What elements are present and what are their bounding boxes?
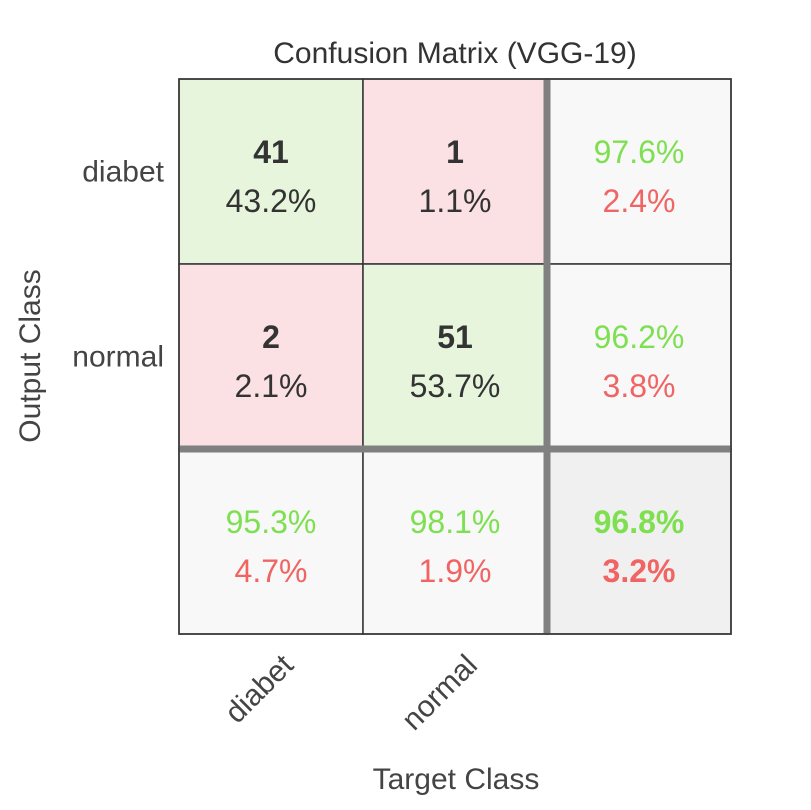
- column-summary-cell-1: [362, 448, 548, 635]
- target-class-label-1: normal: [396, 649, 484, 737]
- column-summary-correct-1: 98.1%: [410, 504, 501, 540]
- output-class-label-1: normal: [72, 341, 164, 374]
- row-summary-error-1: 3.8%: [603, 368, 676, 404]
- row-summary-cell-0: [546, 78, 732, 265]
- cell-count-0-1: 1: [446, 134, 464, 170]
- target-class-label-0: diabet: [219, 648, 301, 730]
- cell-count-0-0: 41: [253, 134, 289, 170]
- chart-title: Confusion Matrix (VGG-19): [273, 37, 636, 70]
- overall-cell: [546, 448, 732, 635]
- overall-correct: 96.8%: [594, 504, 685, 540]
- row-summary-correct-0: 97.6%: [594, 134, 685, 170]
- column-summary-correct-0: 95.3%: [226, 504, 317, 540]
- cell-count-1-0: 2: [262, 319, 280, 355]
- y-axis-label: Output Class: [14, 269, 47, 442]
- matrix-cell-0-1: [362, 78, 548, 265]
- x-axis-label: Target Class: [373, 763, 540, 796]
- output-class-label-0: diabet: [82, 156, 164, 189]
- matrix-dividers: [178, 78, 732, 635]
- cell-percent-0-1: 1.1%: [419, 183, 492, 219]
- row-summary-correct-1: 96.2%: [594, 319, 685, 355]
- matrix-outer-border: [178, 78, 732, 635]
- row-summary-error-0: 2.4%: [603, 183, 676, 219]
- cell-percent-1-1: 53.7%: [410, 368, 501, 404]
- matrix-cell-1-1: [362, 263, 548, 450]
- matrix-cell-1-0: [178, 263, 364, 450]
- cell-percent-0-0: 43.2%: [226, 183, 317, 219]
- matrix-cell-0-0: [178, 78, 364, 265]
- row-summary-cell-1: [546, 263, 732, 450]
- column-summary-error-1: 1.9%: [419, 553, 492, 589]
- cell-percent-1-0: 2.1%: [235, 368, 308, 404]
- cell-count-1-1: 51: [437, 319, 473, 355]
- column-summary-cell-0: [178, 448, 364, 635]
- matrix-cells: [178, 78, 732, 635]
- matrix-cell-text: 41 43.2% 1 1.1% 2 2.1% 51 53.7% 97.6% 2.4% 96.2% 3.…: [226, 134, 685, 589]
- overall-error: 3.2%: [603, 553, 676, 589]
- column-summary-error-0: 4.7%: [235, 553, 308, 589]
